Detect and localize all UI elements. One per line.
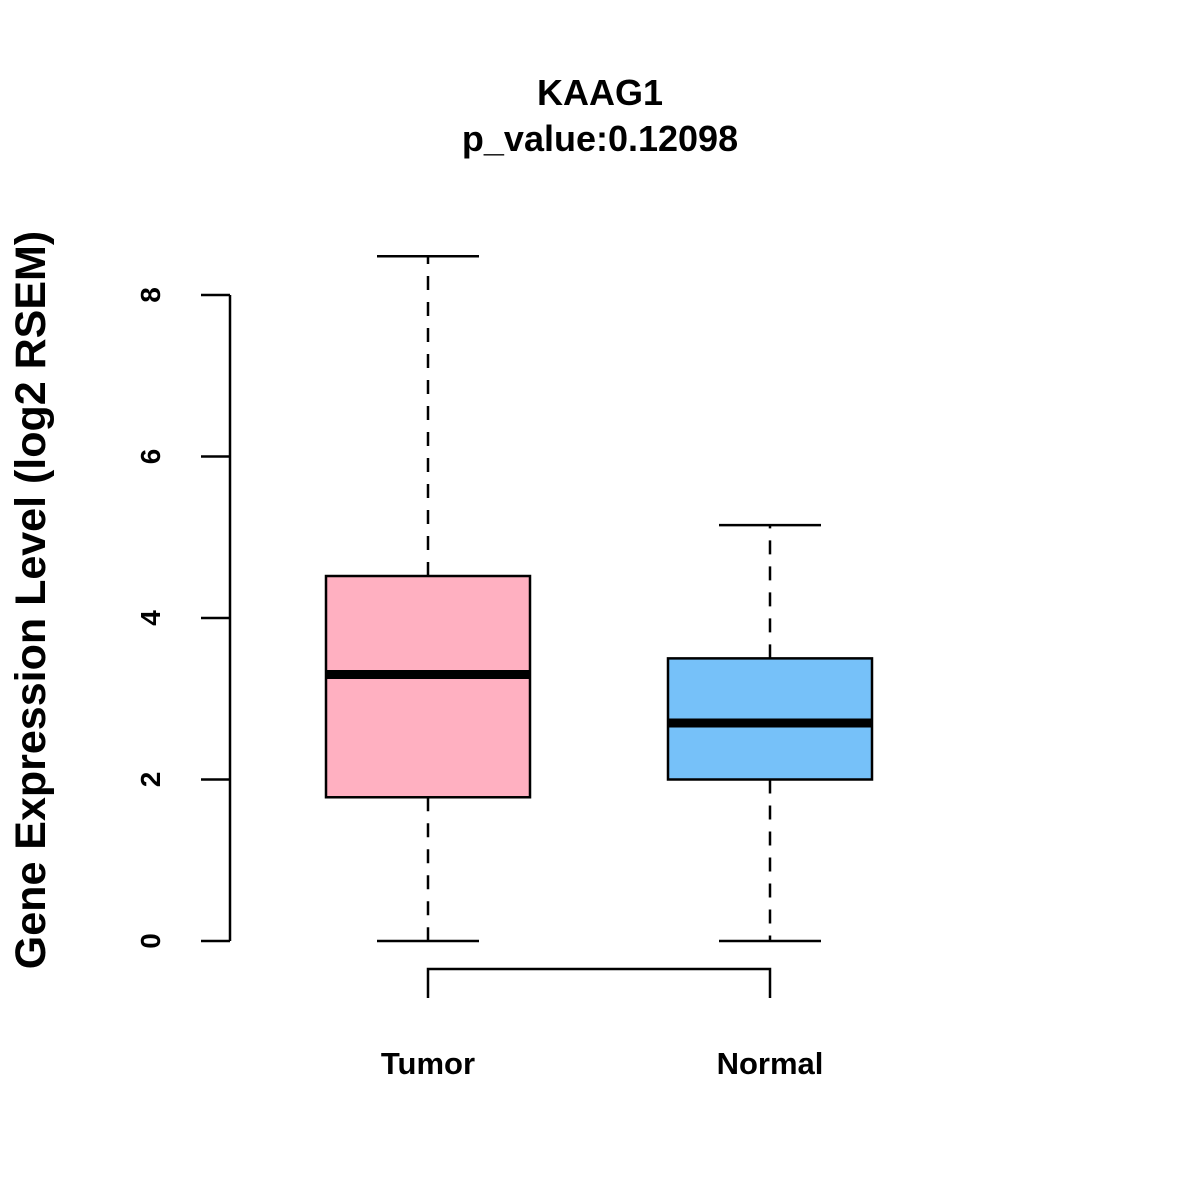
y-tick-label-4: 4 [135,610,166,626]
y-tick-label-8: 8 [135,287,166,303]
y-tick-label-0: 0 [135,933,166,949]
iqr-box-tumor [324,574,532,799]
category-label-tumor: Tumor [381,1046,475,1081]
comparison-bracket [426,967,772,998]
y-axis-label: Gene Expression Level (log2 RSEM) [7,231,55,969]
category-labels: Tumor Normal [381,1046,823,1081]
chart-title: KAAG1 [537,72,663,113]
box-tumor [324,254,532,943]
chart-subtitle: p_value:0.12098 [462,118,738,159]
bracket-line [426,967,772,998]
box-normal [666,523,874,943]
y-tick-label-6: 6 [135,449,166,465]
boxes-group [324,254,874,943]
y-tick-label-2: 2 [135,772,166,788]
y-axis: 0 2 4 6 8 [135,287,232,949]
category-label-normal: Normal [717,1046,824,1081]
